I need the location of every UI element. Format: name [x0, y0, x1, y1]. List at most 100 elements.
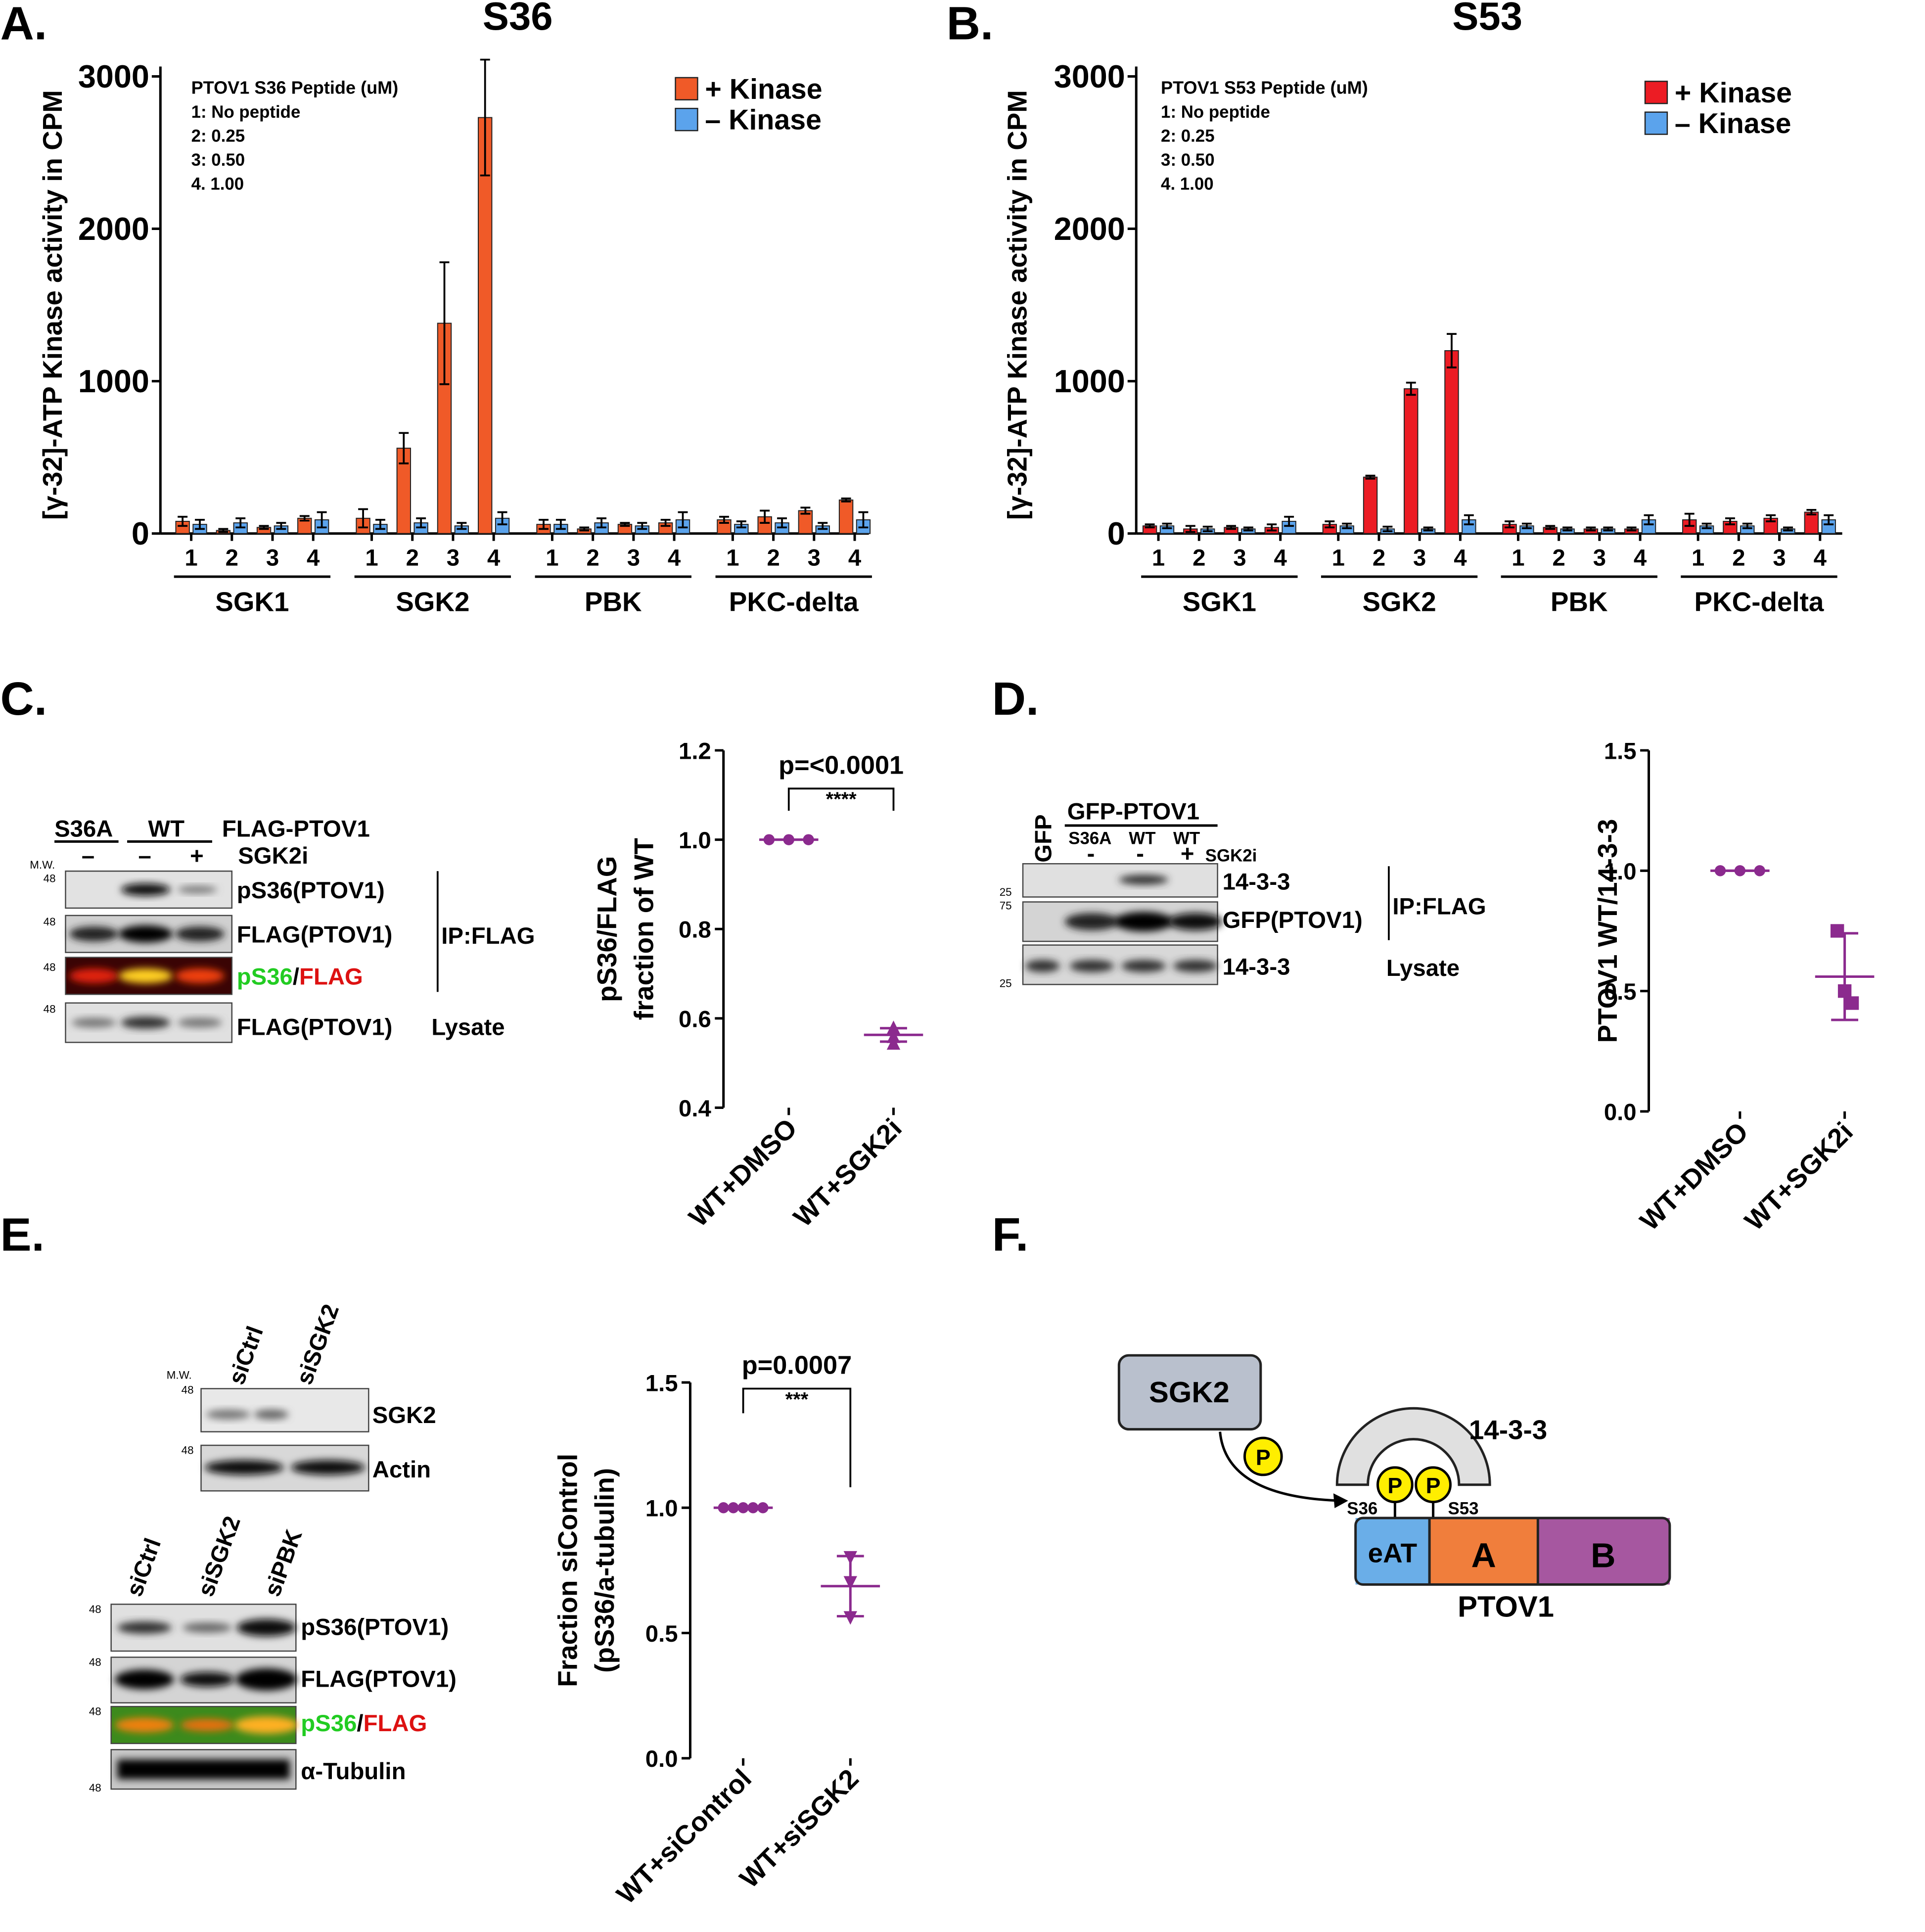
band-label: SGK2: [372, 1402, 436, 1428]
ip-label: IP:FLAG: [1392, 893, 1486, 920]
mw-marker: 48: [44, 873, 56, 885]
lane-label: S36A: [54, 816, 113, 842]
y-tick-label: 0.5: [1604, 979, 1637, 1005]
domain-a: [1429, 1518, 1538, 1585]
merge-label: pS36/FLAG: [237, 964, 363, 990]
bar: [1404, 388, 1419, 534]
x-tick-label: 2: [1373, 545, 1385, 571]
error-bar: [841, 497, 851, 503]
annotation: 2: 0.25: [1161, 126, 1215, 145]
mw-marker: 48: [182, 1444, 194, 1456]
y-axis-label: PTOV1 WT/14-3-3: [1592, 819, 1623, 1043]
mw-marker: 48: [89, 1705, 101, 1718]
merge-green: pS36: [237, 964, 293, 990]
panel-letter: D.: [992, 673, 1039, 725]
domain-label: A: [1471, 1536, 1496, 1575]
band: [118, 968, 173, 983]
y-tick-label: 0.6: [679, 1006, 711, 1032]
error-bar: [760, 509, 770, 524]
error-bar: [858, 511, 869, 529]
x-tick-label: WT+SGK2i: [1739, 1116, 1859, 1236]
y-axis-label: [γ-32]-ATP Kinase activity in CPM: [1002, 90, 1033, 520]
error-bar: [1521, 522, 1532, 529]
lysate-label: Lysate: [1386, 955, 1460, 981]
annotation: 1: No peptide: [191, 102, 301, 122]
error-bar: [555, 519, 566, 530]
merge-red: FLAG: [364, 1710, 427, 1737]
mw-label: M.W.: [167, 1369, 192, 1381]
lane-label: siCtrl: [224, 1323, 269, 1388]
annotation: 2: 0.25: [191, 126, 245, 145]
error-bar: [1824, 514, 1834, 526]
x-tick-label: 3: [266, 545, 279, 571]
band: [115, 1717, 174, 1733]
chart-title: S53: [1452, 0, 1522, 38]
band: [1168, 913, 1223, 930]
error-bar: [235, 517, 246, 529]
error-bar: [497, 511, 507, 526]
mw-marker: 25: [1000, 886, 1012, 898]
error-bar: [1464, 514, 1474, 526]
band: [115, 1669, 174, 1690]
lane-sign: –: [82, 843, 94, 869]
mw-marker: 25: [1000, 977, 1012, 989]
mw-marker: 48: [89, 1656, 101, 1668]
x-tick-label: 3: [1593, 545, 1606, 571]
bar: [838, 499, 854, 534]
construct-label: GFP-PTOV1: [1067, 799, 1199, 825]
error-bar: [1626, 526, 1637, 532]
error-bar: [1742, 522, 1752, 529]
merge-slash: /: [357, 1710, 363, 1737]
group-label: SGK2: [1362, 587, 1436, 617]
band-label: 14-3-3: [1223, 869, 1290, 895]
treatment-label: SGK2i: [1205, 846, 1257, 865]
lane-label: WT: [148, 816, 184, 842]
lane-sign: -: [1136, 840, 1144, 867]
error-bar: [1644, 514, 1654, 526]
band: [178, 1017, 222, 1028]
chart-title: S36: [483, 0, 553, 38]
p-value: p=0.0007: [742, 1351, 852, 1380]
lane-label: siPBK: [259, 1526, 307, 1600]
domain-label: eAT: [1368, 1538, 1417, 1568]
site-label: S36: [1347, 1499, 1377, 1518]
error-bar: [719, 515, 729, 524]
x-tick-label: 4: [487, 545, 501, 571]
lane-sign: +: [1181, 840, 1194, 867]
x-tick-label: 2: [1553, 545, 1565, 571]
error-bar: [1145, 523, 1155, 529]
band: [204, 1460, 284, 1475]
legend-swatch: [1644, 111, 1668, 135]
merge-red: FLAG: [299, 964, 363, 990]
annotation: 3: 0.50: [1161, 150, 1215, 170]
mw-label: M.W.: [30, 859, 55, 871]
x-tick-label: WT+SGK2i: [787, 1112, 908, 1233]
panel-letter: C.: [0, 673, 47, 725]
band: [1121, 960, 1166, 972]
error-bar: [416, 517, 426, 529]
y-axis-label: pS36/FLAG: [592, 856, 622, 1002]
x-tick-label: 3: [447, 545, 459, 571]
phospho-label: P: [1426, 1473, 1441, 1498]
band-label: pS36(PTOV1): [237, 877, 385, 904]
lane-sign: +: [190, 843, 204, 869]
error-bar: [1701, 522, 1712, 529]
y-tick-label: 0: [132, 515, 149, 552]
band: [118, 925, 173, 943]
mw-marker: 75: [1000, 899, 1012, 912]
x-tick-label: 2: [767, 545, 779, 571]
x-tick-label: 4: [307, 545, 320, 571]
error-bar: [299, 515, 310, 522]
lysate-label: Lysate: [431, 1014, 504, 1041]
error-bar: [1382, 525, 1393, 532]
bar-chart: 0 1000 2000 3000 1 2 3 4 1 2 3 4 1 2 3 4 1 2 3 4 SGK1 SGK2 PBK…: [37, 0, 872, 617]
y-axis-label: [γ-32]-ATP Kinase activity in CPM: [37, 90, 68, 520]
data-point: [1845, 996, 1859, 1010]
x-tick-label: 1: [184, 545, 197, 571]
significance-bracket: [787, 787, 895, 811]
error-bar: [678, 511, 688, 529]
error-bar: [317, 511, 327, 529]
band: [117, 1759, 290, 1780]
legend-label: + Kinase: [705, 73, 822, 105]
